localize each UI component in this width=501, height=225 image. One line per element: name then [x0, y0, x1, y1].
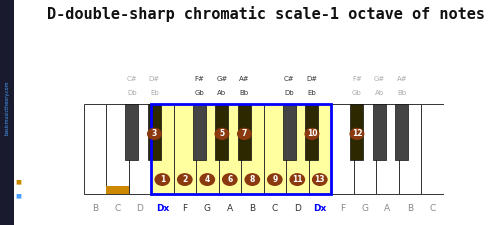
Bar — [215, 104, 228, 160]
Bar — [106, 104, 128, 194]
Bar — [106, 186, 128, 194]
Text: Dx: Dx — [313, 204, 326, 213]
Text: 9: 9 — [272, 175, 277, 184]
Bar — [151, 104, 330, 194]
Text: Ab: Ab — [374, 90, 383, 96]
Ellipse shape — [176, 173, 192, 186]
Bar — [240, 104, 263, 194]
Bar — [83, 104, 106, 194]
Text: 10: 10 — [306, 129, 317, 138]
Text: A#: A# — [396, 76, 406, 82]
Bar — [128, 104, 151, 194]
Text: Eb: Eb — [150, 90, 158, 96]
Text: F: F — [339, 204, 344, 213]
Text: ■: ■ — [16, 193, 22, 198]
Text: G: G — [361, 204, 368, 213]
Bar — [151, 104, 173, 194]
Text: B: B — [248, 204, 255, 213]
Text: 5: 5 — [219, 129, 224, 138]
Bar — [308, 104, 330, 194]
Bar — [283, 104, 296, 160]
Text: basicmusictheory.com: basicmusictheory.com — [5, 81, 10, 135]
Ellipse shape — [267, 173, 282, 186]
Text: 13: 13 — [314, 175, 325, 184]
Bar — [375, 104, 398, 194]
Bar — [196, 104, 218, 194]
Text: A: A — [383, 204, 390, 213]
Text: 12: 12 — [351, 129, 361, 138]
Text: Dx: Dx — [155, 204, 169, 213]
Text: Gb: Gb — [351, 90, 361, 96]
Text: Db: Db — [127, 90, 136, 96]
Bar — [372, 104, 385, 160]
Bar — [353, 104, 375, 194]
Ellipse shape — [154, 173, 170, 186]
Text: D#: D# — [149, 76, 160, 82]
Text: C#: C# — [284, 76, 294, 82]
Text: Ab: Ab — [217, 90, 226, 96]
Ellipse shape — [221, 173, 237, 186]
Bar — [398, 104, 420, 194]
Ellipse shape — [244, 173, 260, 186]
Text: D: D — [293, 204, 300, 213]
Text: D-double-sharp chromatic scale-1 octave of notes: D-double-sharp chromatic scale-1 octave … — [47, 6, 484, 22]
Text: Db: Db — [284, 90, 294, 96]
Text: Gb: Gb — [194, 90, 204, 96]
Bar — [192, 104, 205, 160]
Text: F: F — [182, 204, 187, 213]
Text: C#: C# — [126, 76, 137, 82]
Bar — [330, 104, 353, 194]
Text: C: C — [271, 204, 278, 213]
Text: 4: 4 — [204, 175, 209, 184]
Bar — [125, 104, 138, 160]
Bar — [173, 104, 196, 194]
Text: B: B — [406, 204, 412, 213]
Text: A: A — [226, 204, 232, 213]
Text: G#: G# — [216, 76, 227, 82]
Bar — [148, 104, 161, 160]
Text: Bb: Bb — [239, 90, 248, 96]
Bar — [286, 104, 308, 194]
Text: 7: 7 — [241, 129, 246, 138]
Text: G: G — [203, 204, 210, 213]
Ellipse shape — [147, 128, 162, 140]
Bar — [263, 104, 286, 194]
Text: 2: 2 — [182, 175, 187, 184]
Text: D: D — [136, 204, 143, 213]
Bar — [395, 104, 408, 160]
Text: C: C — [114, 204, 120, 213]
Text: Bb: Bb — [397, 90, 406, 96]
Text: G#: G# — [373, 76, 384, 82]
Ellipse shape — [214, 128, 229, 140]
Text: 8: 8 — [249, 175, 255, 184]
Ellipse shape — [304, 128, 319, 140]
Ellipse shape — [349, 128, 364, 140]
Text: Eb: Eb — [307, 90, 316, 96]
Text: 11: 11 — [292, 175, 302, 184]
Bar — [237, 104, 250, 160]
Text: 3: 3 — [151, 129, 157, 138]
Text: ■: ■ — [16, 180, 22, 185]
Text: F#: F# — [194, 76, 204, 82]
Text: D#: D# — [306, 76, 317, 82]
Bar — [305, 104, 318, 160]
Bar — [350, 104, 363, 160]
Ellipse shape — [236, 128, 252, 140]
Text: 1: 1 — [159, 175, 165, 184]
Text: 6: 6 — [227, 175, 232, 184]
Bar — [218, 104, 240, 194]
Text: B: B — [92, 204, 98, 213]
Text: C: C — [428, 204, 434, 213]
Text: F#: F# — [351, 76, 361, 82]
Bar — [420, 104, 443, 194]
Ellipse shape — [311, 173, 327, 186]
Text: A#: A# — [238, 76, 249, 82]
Ellipse shape — [199, 173, 215, 186]
Ellipse shape — [289, 173, 305, 186]
